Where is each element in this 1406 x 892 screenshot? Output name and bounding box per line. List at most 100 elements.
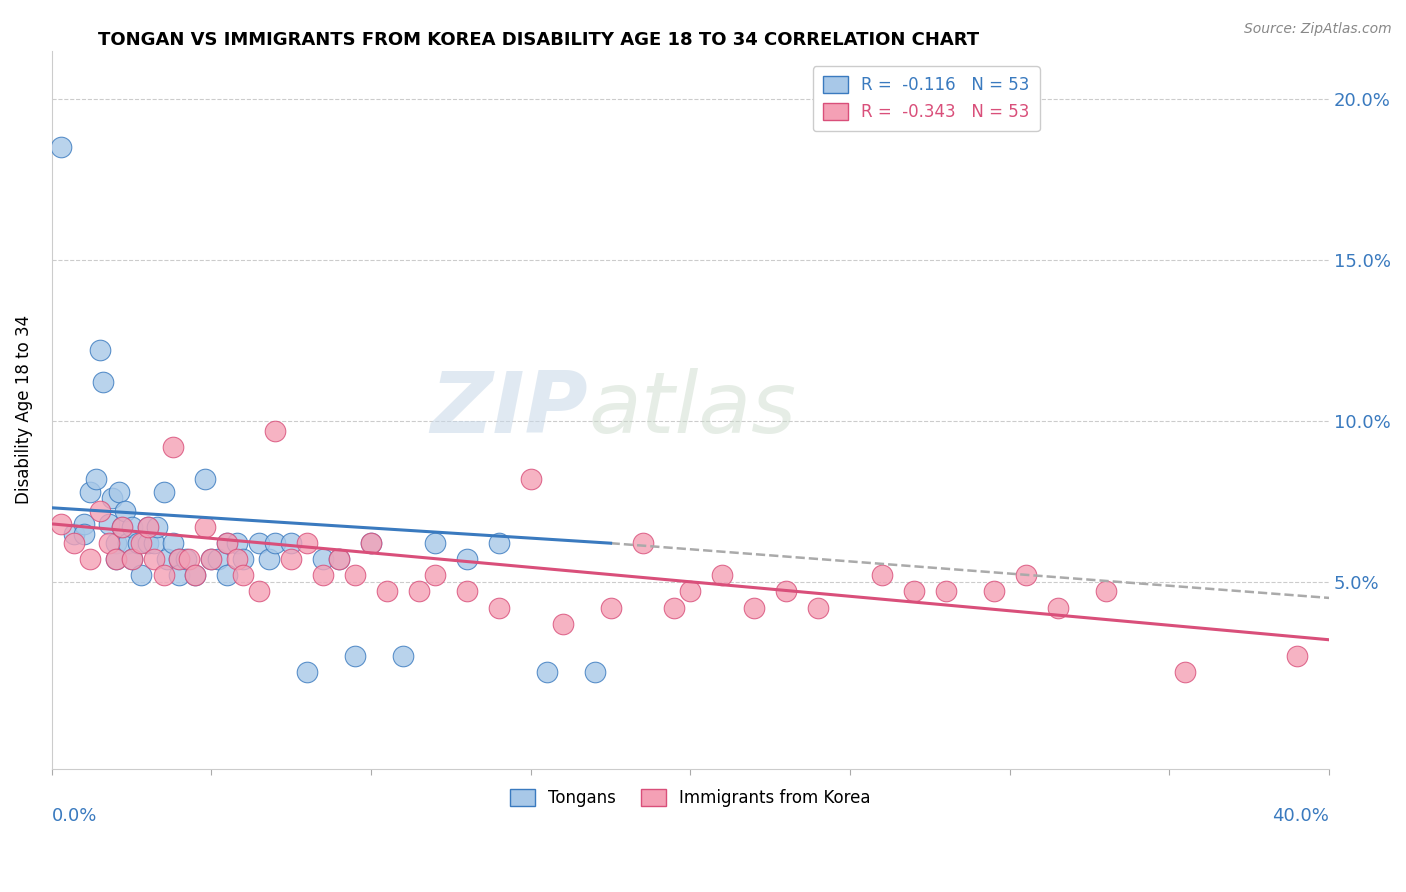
Point: [51, 140, 73, 154]
Point: [194, 520, 217, 534]
Point: [232, 568, 254, 582]
Point: [257, 552, 280, 566]
Point: [297, 536, 319, 550]
Legend: Tongans, Immigrants from Korea: Tongans, Immigrants from Korea: [503, 782, 877, 814]
Point: [169, 552, 191, 566]
Point: [162, 536, 184, 550]
Point: [344, 568, 367, 582]
Point: [200, 552, 222, 566]
Point: [89, 343, 111, 357]
Point: [217, 536, 239, 550]
Point: [664, 600, 686, 615]
Point: [152, 568, 174, 582]
Point: [312, 568, 335, 582]
Point: [184, 568, 207, 582]
Point: [599, 600, 621, 615]
Point: [142, 552, 165, 566]
Point: [129, 536, 152, 550]
Point: [488, 600, 510, 615]
Point: [360, 536, 382, 550]
Text: 0.0%: 0.0%: [52, 807, 97, 825]
Point: [91, 376, 114, 390]
Point: [117, 536, 139, 550]
Point: [63, 526, 86, 541]
Point: [104, 552, 127, 566]
Point: [536, 665, 558, 679]
Point: [247, 584, 270, 599]
Point: [169, 568, 191, 582]
Point: [232, 552, 254, 566]
Point: [456, 552, 478, 566]
Point: [136, 520, 159, 534]
Point: [520, 472, 543, 486]
Point: [742, 600, 765, 615]
Point: [280, 552, 302, 566]
Point: [328, 552, 350, 566]
Point: [488, 536, 510, 550]
Point: [121, 552, 143, 566]
Point: [312, 552, 335, 566]
Point: [89, 504, 111, 518]
Point: [73, 516, 96, 531]
Point: [86, 472, 108, 486]
Point: [711, 568, 734, 582]
Point: [174, 552, 197, 566]
Point: [217, 568, 239, 582]
Point: [583, 665, 606, 679]
Point: [297, 665, 319, 679]
Point: [101, 491, 124, 505]
Point: [217, 536, 239, 550]
Point: [903, 584, 925, 599]
Point: [1286, 648, 1309, 663]
Point: [807, 600, 830, 615]
Point: [280, 536, 302, 550]
Point: [775, 584, 797, 599]
Point: [264, 536, 287, 550]
Point: [328, 552, 350, 566]
Point: [73, 526, 96, 541]
Point: [136, 520, 159, 534]
Point: [1174, 665, 1197, 679]
Text: 40.0%: 40.0%: [1272, 807, 1329, 825]
Point: [423, 568, 446, 582]
Point: [408, 584, 430, 599]
Point: [983, 584, 1005, 599]
Point: [1046, 600, 1069, 615]
Text: Source: ZipAtlas.com: Source: ZipAtlas.com: [1244, 22, 1392, 37]
Point: [631, 536, 654, 550]
Point: [226, 552, 249, 566]
Point: [375, 584, 398, 599]
Point: [156, 552, 179, 566]
Point: [98, 536, 121, 550]
Point: [226, 536, 249, 550]
Point: [121, 552, 143, 566]
Point: [194, 472, 217, 486]
Text: atlas: atlas: [588, 368, 796, 451]
Text: TONGAN VS IMMIGRANTS FROM KOREA DISABILITY AGE 18 TO 34 CORRELATION CHART: TONGAN VS IMMIGRANTS FROM KOREA DISABILI…: [98, 31, 980, 49]
Point: [142, 536, 165, 550]
Point: [114, 504, 136, 518]
Point: [1015, 568, 1038, 582]
Point: [121, 520, 143, 534]
Y-axis label: Disability Age 18 to 34: Disability Age 18 to 34: [15, 315, 32, 504]
Point: [98, 516, 121, 531]
Point: [136, 536, 159, 550]
Point: [264, 424, 287, 438]
Point: [129, 568, 152, 582]
Point: [162, 440, 184, 454]
Point: [360, 536, 382, 550]
Point: [79, 552, 101, 566]
Point: [456, 584, 478, 599]
Point: [344, 648, 367, 663]
Point: [51, 516, 73, 531]
Point: [1094, 584, 1116, 599]
Point: [169, 552, 191, 566]
Point: [870, 568, 893, 582]
Point: [200, 552, 222, 566]
Point: [423, 536, 446, 550]
Point: [111, 520, 134, 534]
Point: [111, 520, 134, 534]
Point: [184, 568, 207, 582]
Point: [679, 584, 702, 599]
Point: [127, 536, 149, 550]
